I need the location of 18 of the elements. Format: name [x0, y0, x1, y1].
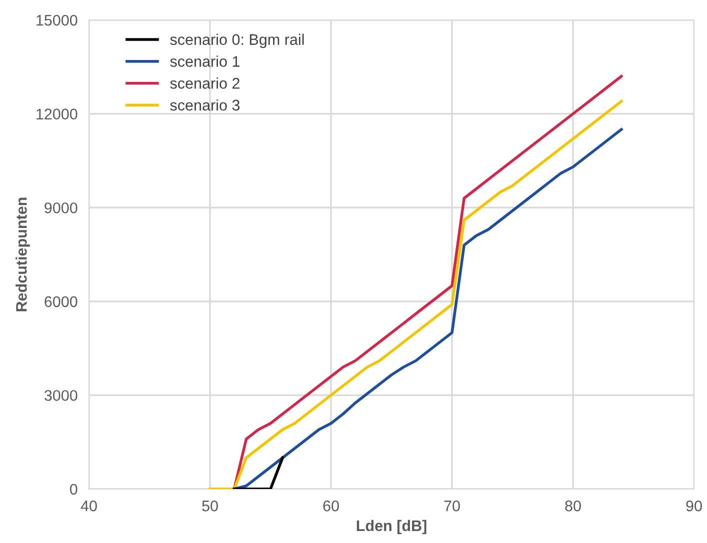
y-tick-label: 3000 — [44, 390, 78, 401]
x-tick-label: 60 — [323, 500, 339, 512]
y-axis-title: Redcutiepunten — [16, 198, 30, 312]
y-tick-label: 9000 — [44, 202, 78, 214]
x-tick-label: 70 — [444, 500, 460, 512]
x-axis-title: Lden [dB] — [356, 520, 426, 534]
y-tick-label: 15000 — [36, 14, 78, 26]
legend-label: scenario 1 — [170, 56, 240, 67]
x-tick-label: 50 — [202, 500, 218, 512]
x-tick-label: 90 — [686, 500, 702, 512]
y-tick-label: 0 — [70, 484, 78, 495]
legend-label: scenario 3 — [170, 99, 240, 111]
x-tick-label: 80 — [565, 500, 581, 512]
y-tick-label: 12000 — [36, 108, 78, 120]
x-tick-label: 40 — [80, 500, 97, 512]
legend-label: scenario 2 — [170, 78, 240, 89]
legend-label: scenario 0: Bgm rail — [170, 34, 304, 48]
y-tick-label: 6000 — [44, 296, 78, 308]
